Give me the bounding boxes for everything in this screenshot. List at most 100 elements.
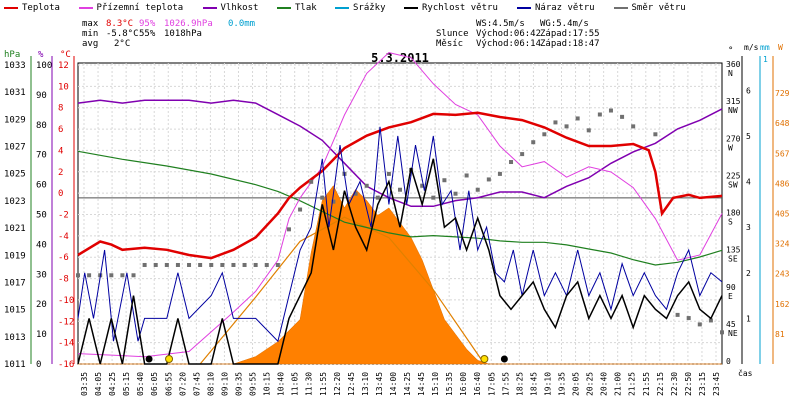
axis-tick-hpa: 1027 (4, 143, 26, 153)
axis-tick-w: 567 (775, 149, 790, 158)
x-tick-label: 21:55 (642, 372, 651, 396)
x-tick-label: 21:25 (628, 372, 637, 396)
x-tick-label: 23:45 (712, 372, 721, 396)
point-wind-direction (564, 124, 569, 129)
axis-tick-temp: -4 (58, 232, 69, 242)
axis-tick-dir: 180 (726, 209, 741, 218)
stats-min-press: 1018hPa (164, 29, 202, 39)
axis-unit-pct: % (38, 50, 44, 60)
point-wind-direction (87, 273, 92, 278)
point-wind-direction (353, 191, 358, 196)
point-wind-direction (675, 312, 680, 317)
x-tick-label: 14:25 (403, 372, 412, 396)
axis-tick-temp: 8 (58, 104, 63, 114)
axis-tick-hpa: 1029 (4, 115, 26, 125)
axis-tick-hpa: 1017 (4, 278, 26, 288)
x-tick-label: 19:10 (543, 372, 552, 396)
series-wind-gust (77, 126, 723, 343)
axis-unit-mm: mm (760, 43, 770, 52)
series-pressure (77, 150, 723, 266)
point-wind-direction (475, 187, 480, 192)
axis-tick-pct: 40 (36, 240, 47, 250)
axis-dir-name: W (728, 143, 733, 152)
point-wind-direction (309, 179, 314, 184)
axis-tick-dir: 315 (726, 97, 741, 106)
point-wind-direction (575, 116, 580, 121)
axis-tick-dir: 135 (726, 246, 741, 255)
chart-title: 5.3.2011 (371, 51, 429, 65)
stats-avg-label: avg (82, 39, 99, 49)
x-tick-label: 14:45 (417, 372, 426, 396)
axis-tick-temp: 4 (58, 146, 63, 156)
x-tick-label: 20:25 (586, 372, 595, 396)
axis-unit-w: W (778, 43, 783, 52)
axis-tick-pct: 10 (36, 330, 47, 340)
legend-swatch (517, 7, 531, 9)
point-wind-direction (620, 114, 625, 119)
axis-tick-hpa: 1011 (4, 360, 26, 370)
legend-swatch (277, 7, 291, 9)
legend-label: Náraz větru (535, 3, 595, 13)
axis-tick-w: 648 (775, 119, 790, 128)
x-tick-label: 19:35 (558, 372, 567, 396)
axis-tick-pct: 70 (36, 151, 47, 161)
series-solar (78, 185, 722, 365)
info-sun-label: Slunce (436, 29, 469, 39)
axis-tick-ms: 3 (746, 223, 751, 232)
stats-min-hum: 55% (139, 29, 156, 39)
axis-tick-temp: -16 (58, 360, 74, 370)
axis-dir-name: N (728, 69, 733, 78)
axis-tick-w: 243 (775, 270, 790, 279)
legend-swatch (613, 7, 628, 9)
moonrise-marker (145, 355, 153, 363)
axis-time-unit: čas (738, 368, 753, 378)
point-wind-direction (286, 227, 291, 232)
axis-unit-dir: ° (728, 46, 733, 56)
x-tick-label: 16:40 (473, 372, 482, 396)
point-wind-direction (464, 173, 469, 178)
axis-tick-ms: 1 (746, 314, 751, 323)
point-wind-direction (153, 262, 158, 267)
point-wind-direction (175, 262, 180, 267)
axis-tick-temp: 6 (58, 125, 63, 135)
info-moon-label: Měsíc (436, 39, 464, 49)
point-wind-direction (187, 262, 192, 267)
axis-tick-temp: 10 (58, 82, 69, 92)
x-tick-label: 04:25 (108, 372, 117, 396)
stats-max-hum: 95% (139, 19, 156, 29)
point-wind-direction (164, 262, 169, 267)
axis-tick-hpa: 1025 (4, 170, 26, 180)
axis-tick-temp: -6 (58, 253, 69, 263)
series-wind-speed (77, 158, 723, 365)
point-wind-direction (431, 195, 436, 200)
legend-swatch (335, 7, 349, 9)
axis-tick-hpa: 1033 (4, 61, 26, 71)
point-wind-direction (120, 273, 125, 278)
point-wind-direction (608, 108, 613, 113)
x-tick-label: 18:45 (529, 372, 538, 396)
x-tick-label: 11:05 (291, 372, 300, 396)
x-tick-label: 21:00 (614, 372, 623, 396)
axis-tick-hpa: 1021 (4, 224, 26, 234)
axis-dir-name: NE (728, 329, 738, 338)
legend-label: Přízemní teplota (96, 3, 184, 13)
axis-tick-hpa: 1019 (4, 251, 26, 261)
x-tick-label: 04:05 (94, 372, 103, 396)
stats-max-rain: 0.0mm (228, 19, 256, 29)
sunrise-marker (165, 355, 174, 363)
point-wind-direction (320, 195, 325, 200)
point-wind-direction (708, 318, 713, 323)
legend-label: Tlak (295, 3, 317, 13)
point-wind-direction (331, 199, 336, 204)
point-wind-direction (509, 160, 514, 165)
point-wind-direction (486, 177, 491, 182)
x-tick-label: 09:10 (220, 372, 229, 396)
point-wind-direction (542, 132, 547, 137)
legend: Teplota Přízemní teplota Vlhkost Tlak Srážky… (0, 3, 800, 15)
point-wind-direction (697, 322, 702, 327)
series-sun-path (199, 216, 485, 365)
axis-tick-hpa: 1015 (4, 306, 26, 316)
axis-tick-ms: 2 (746, 269, 751, 278)
info-moon-rise: Východ:06:14 (476, 39, 542, 49)
